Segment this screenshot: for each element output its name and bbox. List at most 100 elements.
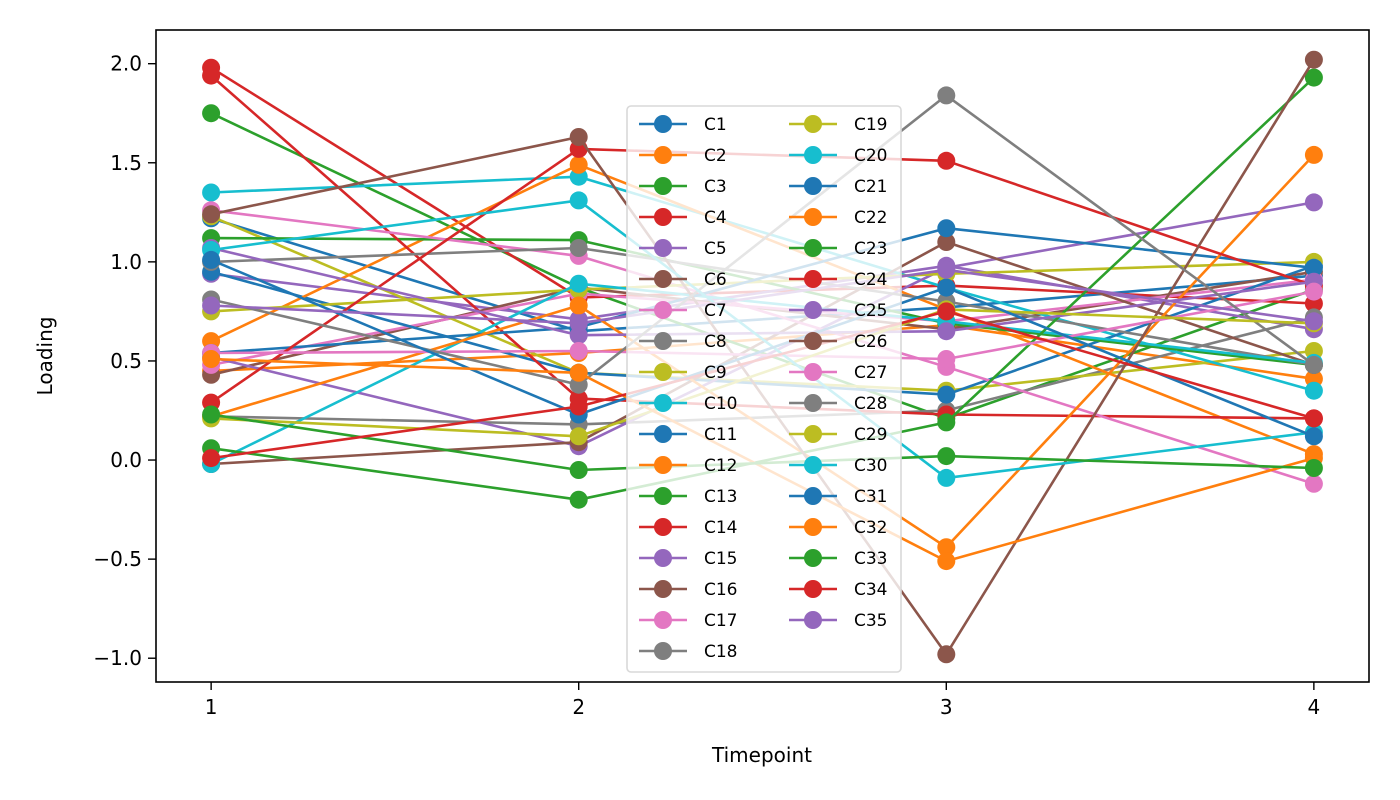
- legend-label: C18: [704, 642, 738, 662]
- legend-label: C10: [704, 394, 738, 414]
- data-point: [569, 461, 588, 479]
- legend-marker: [804, 487, 822, 505]
- legend-item: C27: [789, 363, 888, 383]
- legend-marker: [804, 518, 822, 536]
- data-point: [1304, 68, 1323, 87]
- data-point: [569, 274, 588, 293]
- legend-label: C27: [854, 363, 888, 383]
- legend-marker: [804, 301, 822, 319]
- legend-label: C29: [854, 425, 888, 445]
- legend-marker: [654, 611, 672, 629]
- data-point: [569, 427, 588, 446]
- legend-item: C20: [789, 146, 888, 166]
- x-tick-label: 2: [572, 695, 585, 719]
- data-point: [937, 151, 956, 170]
- legend-label: C16: [704, 580, 738, 600]
- legend-marker: [804, 332, 822, 350]
- legend-label: C30: [854, 456, 888, 476]
- data-point: [569, 342, 588, 360]
- legend-item: C30: [789, 456, 888, 476]
- legend-label: C34: [854, 580, 888, 600]
- legend-marker: [654, 177, 672, 195]
- plot-frame: [155, 29, 1370, 683]
- x-tick-label: 4: [1307, 695, 1320, 719]
- legend-item: C1: [639, 115, 727, 135]
- legend-label: C13: [704, 487, 738, 507]
- legend-marker: [804, 580, 822, 598]
- data-point: [937, 302, 956, 321]
- data-point: [937, 447, 956, 466]
- data-point: [937, 322, 956, 341]
- legend-label: C15: [704, 549, 738, 569]
- legend-label: C31: [854, 487, 888, 507]
- data-point: [569, 128, 588, 146]
- legend-marker: [804, 270, 822, 288]
- data-point: [937, 552, 956, 571]
- data-point: [1304, 381, 1323, 400]
- legend-label: C7: [704, 301, 727, 321]
- data-point: [569, 490, 588, 509]
- legend-marker: [654, 642, 672, 660]
- legend-marker: [654, 518, 672, 536]
- legend-label: C21: [854, 177, 888, 197]
- data-point: [937, 538, 956, 557]
- data-point: [569, 155, 588, 174]
- legend-marker: [804, 239, 822, 257]
- data-point: [1304, 474, 1323, 493]
- legend-label: C6: [704, 270, 727, 290]
- data-point: [202, 104, 221, 123]
- legend-item: C33: [789, 549, 888, 569]
- legend-item: C19: [789, 115, 888, 135]
- legend-item: C35: [789, 611, 888, 631]
- legend-item: C29: [789, 425, 888, 445]
- legend-item: C5: [639, 239, 727, 259]
- legend-marker: [654, 549, 672, 567]
- legend-marker: [654, 332, 672, 350]
- legend-item: C11: [639, 425, 738, 445]
- data-point: [937, 86, 956, 105]
- x-axis-label: Timepoint: [711, 743, 812, 767]
- legend-label: C17: [704, 611, 738, 631]
- data-point: [569, 363, 588, 382]
- legend-label: C23: [854, 239, 888, 259]
- legend-item: C25: [789, 301, 888, 321]
- legend-marker: [654, 146, 672, 164]
- data-point: [937, 219, 956, 238]
- legend-label: C32: [854, 518, 888, 538]
- x-tick-label: 1: [205, 695, 218, 719]
- data-point: [1304, 427, 1323, 446]
- legend-label: C1: [704, 115, 727, 135]
- data-point: [569, 191, 588, 210]
- legend: C1 C2 C3 C4 C5 C6 C7 C8 C9 C10 C11 C12 C13 C14 C15 C16 C…: [626, 105, 902, 673]
- legend-label: C26: [854, 332, 888, 352]
- legend-label: C22: [854, 208, 888, 228]
- legend-marker: [654, 394, 672, 412]
- legend-marker: [804, 394, 822, 412]
- data-point: [937, 413, 956, 432]
- legend-marker: [654, 239, 672, 257]
- legend-label: C33: [854, 549, 888, 569]
- legend-marker: [654, 208, 672, 226]
- legend-marker: [804, 208, 822, 226]
- legend-item: C16: [639, 580, 738, 600]
- data-point: [1304, 409, 1323, 428]
- data-point: [1304, 459, 1323, 477]
- legend-item: C23: [789, 239, 888, 259]
- data-point: [1304, 145, 1323, 164]
- x-axis: 1 2 3 4: [205, 682, 1320, 719]
- legend-item: C26: [789, 332, 888, 352]
- y-axis-label: Loading: [33, 317, 57, 396]
- data-point: [202, 449, 221, 468]
- data-point: [202, 405, 221, 424]
- legend-item: C32: [789, 518, 888, 538]
- legend-marker: [654, 456, 672, 474]
- data-point: [1304, 193, 1323, 212]
- legend-item: C12: [639, 456, 738, 476]
- legend-item: C31: [789, 487, 888, 507]
- legend-label: C12: [704, 456, 738, 476]
- legend-marker: [804, 425, 822, 443]
- data-point: [937, 385, 956, 404]
- data-point: [202, 66, 221, 85]
- legend-marker: [654, 425, 672, 443]
